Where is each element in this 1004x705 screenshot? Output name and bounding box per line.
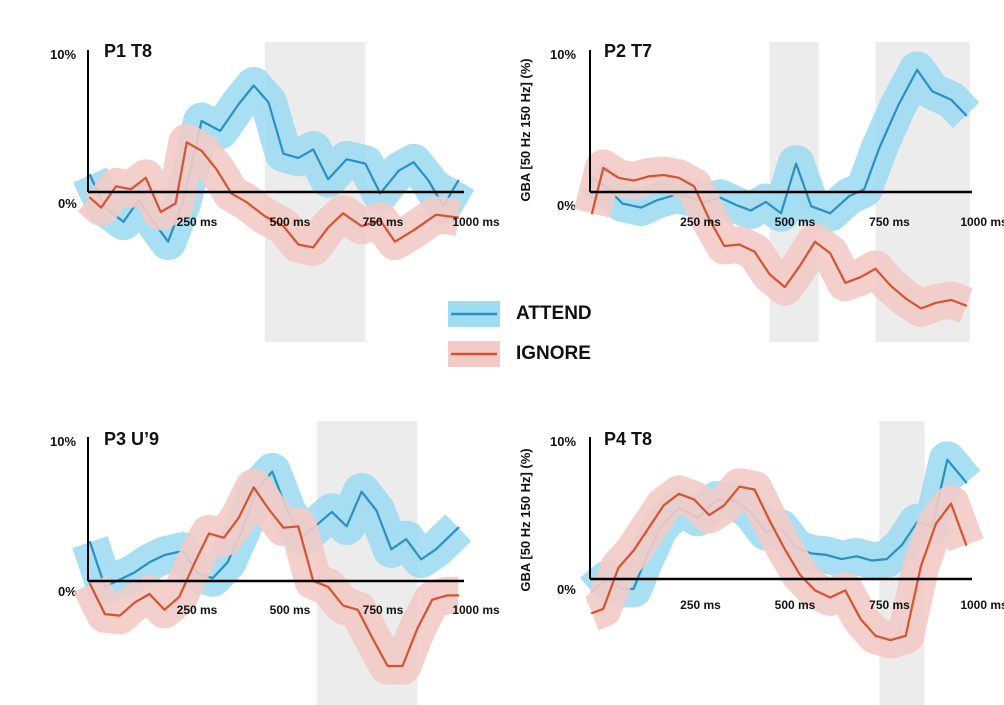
panel-p1-t8-xtick-label: 1000 ms (452, 215, 500, 229)
panel-p1-t8: 250 ms 500 ms 750 ms 1000 ms (73, 42, 500, 342)
panel-4-ylabel: GBA [50 Hz 150 Hz] (%) (518, 448, 533, 591)
panel-p3-u9-attend-line (88, 470, 460, 588)
panel-p4-t8-xtick-label: 750 ms (869, 598, 910, 612)
panel-p4-t8-xtick-label: 250 ms (680, 598, 721, 612)
panel-3-title: P3 U’9 (104, 429, 159, 449)
panel-2-title: P2 T7 (604, 41, 652, 61)
panel-p2-t7-xtick-label: 1000 ms (960, 215, 1004, 229)
panel-2-ytick-top: 10% (550, 47, 576, 62)
panel-p4-t8-ignore-line (590, 485, 968, 642)
panel-p2-t7-xtick-label: 750 ms (869, 215, 910, 229)
panel-p3-u9: 250 ms 500 ms 750 ms 1000 ms (72, 421, 500, 705)
panel-3-ytick-top: 10% (50, 434, 76, 449)
panel-2-ytick-zero: 0% (557, 198, 576, 213)
legend: ATTEND IGNORE (448, 301, 592, 367)
panel-p3-u9-xtick-label: 500 ms (270, 603, 311, 617)
panel-p2-t7-ignore-line (590, 166, 968, 310)
panel-4-title: P4 T8 (604, 429, 652, 449)
panel-p2-t7-attend-line (590, 68, 968, 215)
legend-ignore-label: IGNORE (516, 343, 591, 364)
panel-4-ytick-zero: 0% (557, 582, 576, 597)
panel-p1-t8-xtick-label: 750 ms (363, 215, 404, 229)
panel-4-ytick-top: 10% (550, 434, 576, 449)
panel-2-ylabel: GBA [50 Hz 150 Hz] (%) (518, 58, 533, 201)
panel-p3-u9-xtick-label: 1000 ms (452, 603, 500, 617)
panel-p3-u9-xtick-label: 750 ms (363, 603, 404, 617)
panel-p2-t7: 250 ms 500 ms 750 ms 1000 ms (574, 42, 1004, 342)
panel-p4-t8-xtick-label: 500 ms (775, 598, 816, 612)
panel-p1-t8-xtick-label: 250 ms (177, 215, 218, 229)
legend-attend-label: ATTEND (516, 303, 592, 324)
panel-p3-u9-ignore-line (88, 486, 460, 668)
panel-1-ytick-zero: 0% (58, 196, 77, 211)
panel-3-ytick-zero: 0% (58, 584, 77, 599)
panel-p1-t8-xtick-label: 500 ms (270, 215, 311, 229)
panel-p4-t8-xtick-label: 1000 ms (960, 598, 1004, 612)
panel-p1-t8-ignore-line (88, 141, 460, 249)
panel-p2-t7-xtick-label: 250 ms (680, 215, 721, 229)
panel-1-ytick-top: 10% (50, 47, 76, 62)
panel-1-title: P1 T8 (104, 41, 152, 61)
panel-p4-t8: 250 ms 500 ms 750 ms 1000 ms (580, 421, 1004, 705)
panel-p2-t7-xtick-label: 500 ms (775, 215, 816, 229)
panel-p3-u9-xtick-label: 250 ms (177, 603, 218, 617)
